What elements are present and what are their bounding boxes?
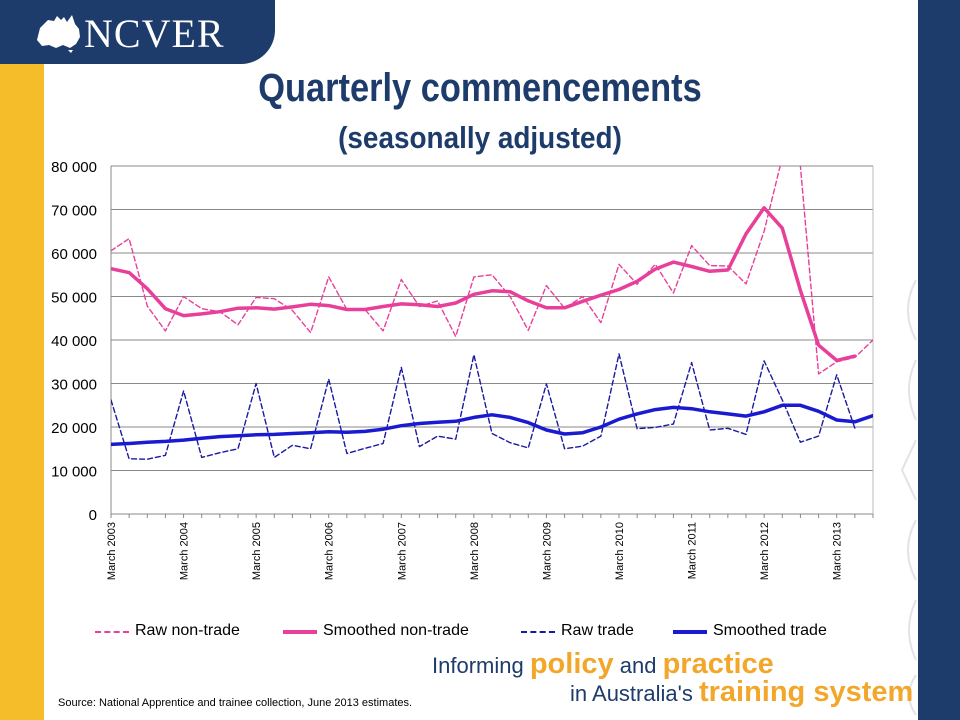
y-tick-label: 20 000 (51, 420, 97, 437)
x-tick-label: March 2007 (396, 522, 408, 580)
y-tick-label: 80 000 (51, 159, 97, 176)
x-axis-ticks: March 2003 March 2004 March 2005 March 2006… (106, 514, 874, 580)
legend-swatch-smoothed-non-trade (283, 630, 317, 634)
tagline: Informing policy and practice in Austral… (432, 648, 913, 709)
legend-label-raw-trade: Raw trade (561, 622, 634, 639)
tagline-line-1: Informing policy and practice (432, 648, 774, 681)
legend-swatch-raw-trade (521, 631, 555, 633)
legend-swatch-raw-non-trade (95, 631, 129, 633)
tagline-practice: practice (662, 648, 774, 680)
ncver-logo: NCVER (0, 0, 275, 64)
x-tick-label: March 2006 (324, 522, 336, 580)
chart-subtitle: (seasonally adjusted) (338, 120, 622, 155)
legend-swatch-smoothed-trade (673, 630, 707, 634)
legend-label-raw-non-trade: Raw non-trade (135, 622, 240, 639)
source-note: Source: National Apprentice and trainee … (58, 697, 413, 709)
y-axis-ticks: 0 10 000 20 000 30 000 40 000 50 000 60 000 70 … (51, 159, 97, 524)
legend-label-smoothed-non-trade: Smoothed non-trade (323, 622, 469, 639)
series-lines (111, 166, 873, 460)
y-tick-label: 60 000 (51, 246, 97, 263)
watermark-decoration (900, 279, 917, 716)
x-tick-label: March 2009 (541, 522, 553, 580)
x-tick-label: March 2011 (687, 522, 699, 579)
y-tick-label: 0 (89, 507, 97, 524)
tagline-informing: Informing (432, 653, 530, 678)
left-accent-bar (0, 0, 44, 720)
y-tick-label: 10 000 (51, 464, 97, 481)
legend-label-smoothed-trade: Smoothed trade (713, 622, 827, 639)
series-line-smoothed-trade (111, 403, 873, 447)
x-tick-label: March 2008 (469, 522, 481, 580)
x-tick-label: March 2010 (614, 522, 626, 580)
right-accent-bar (918, 0, 960, 720)
y-tick-label: 50 000 (51, 290, 97, 307)
x-tick-label: March 2012 (759, 522, 771, 580)
tagline-line-2: in Australia's training system (570, 676, 913, 709)
x-tick-label: March 2004 (179, 522, 191, 580)
y-tick-label: 40 000 (51, 333, 97, 350)
series-line-raw-trade (111, 353, 856, 460)
y-tick-label: 70 000 (51, 203, 97, 220)
tagline-and: and (613, 653, 663, 678)
plot-area (111, 166, 873, 460)
x-tick-label: March 2003 (106, 522, 118, 580)
tagline-policy: policy (529, 648, 614, 680)
australia-map-icon (37, 15, 80, 53)
line-chart: 0 10 000 20 000 30 000 40 000 50 000 60 000 70 … (51, 159, 874, 580)
y-tick-label: 30 000 (51, 377, 97, 394)
chart-title: Quarterly commencements (258, 66, 702, 110)
x-tick-label: March 2013 (832, 522, 844, 580)
series-line-raw-non-trade (111, 166, 873, 375)
series-line-smoothed-non-trade (111, 206, 857, 363)
tagline-in-australias: in Australia's (570, 681, 699, 706)
tagline-training-system: training system (698, 676, 914, 708)
logo-text: NCVER (84, 11, 225, 56)
x-tick-label: March 2005 (251, 522, 263, 580)
